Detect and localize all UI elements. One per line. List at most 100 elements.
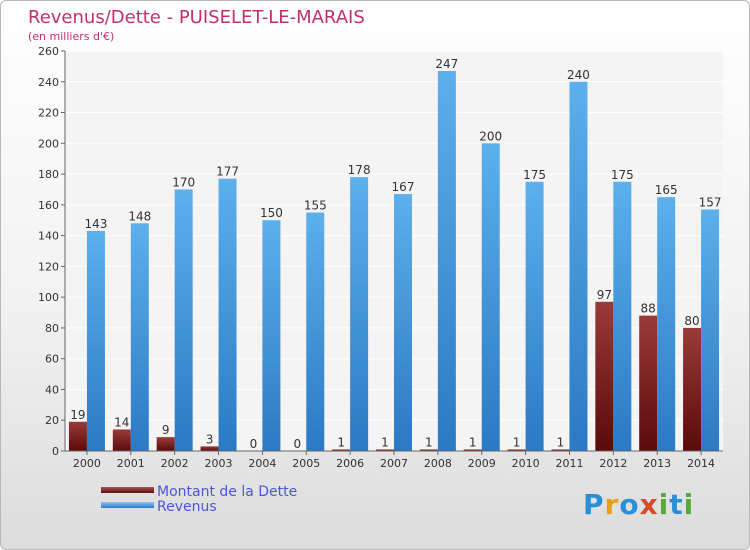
x-tick-label: 2014 — [687, 457, 715, 470]
x-tick-label: 2007 — [380, 457, 408, 470]
data-label-debt: 1 — [557, 435, 565, 449]
y-tick-label: 240 — [38, 76, 59, 89]
bar-debt — [595, 301, 614, 451]
logo-letter: i — [658, 488, 670, 521]
data-label-revenue: 148 — [128, 209, 151, 223]
data-label-debt: 1 — [469, 435, 477, 449]
y-tick-label: 180 — [38, 168, 59, 181]
x-tick-label: 2005 — [292, 457, 320, 470]
bar-debt — [68, 421, 87, 451]
data-label-revenue: 165 — [655, 183, 678, 197]
bar-revenue — [262, 220, 281, 451]
bar-revenue — [525, 181, 544, 451]
data-label-revenue: 155 — [304, 199, 327, 213]
data-label-revenue: 240 — [567, 68, 590, 82]
data-label-debt: 3 — [206, 432, 214, 446]
logo-letter: r — [604, 488, 620, 521]
y-tick-label: 0 — [52, 445, 59, 458]
data-label-debt: 9 — [162, 423, 170, 437]
logo-letter: o — [619, 488, 640, 521]
x-tick-label: 2000 — [73, 457, 101, 470]
legend-swatch-debt — [101, 487, 154, 493]
data-label-revenue: 247 — [435, 57, 458, 71]
data-label-debt: 0 — [250, 437, 258, 451]
y-tick-label: 260 — [38, 45, 59, 58]
bar-revenue — [569, 81, 588, 452]
logo-letter: x — [639, 488, 659, 521]
y-tick-label: 20 — [45, 414, 59, 427]
bar-revenue — [437, 71, 456, 451]
bar-revenue — [174, 189, 193, 451]
y-tick-label: 140 — [38, 230, 59, 243]
data-label-revenue: 200 — [479, 129, 502, 143]
data-label-revenue: 157 — [699, 195, 722, 209]
bar-revenue — [86, 231, 105, 451]
bar-debt — [463, 449, 482, 451]
legend-label-debt: Montant de la Dette — [157, 484, 298, 500]
legend-label-revenue: Revenus — [157, 499, 217, 515]
logo-letter: i — [683, 488, 695, 521]
data-label-debt: 80 — [684, 314, 699, 328]
x-tick-label: 2009 — [468, 457, 496, 470]
bar-revenue — [701, 209, 720, 451]
bar-debt — [332, 449, 351, 451]
data-label-revenue: 175 — [611, 168, 634, 182]
bar-revenue — [350, 177, 369, 451]
x-tick-label: 2001 — [117, 457, 145, 470]
data-label-debt: 19 — [70, 408, 85, 422]
x-tick-label: 2002 — [161, 457, 189, 470]
bar-revenue — [306, 212, 325, 451]
y-tick-label: 120 — [38, 260, 59, 273]
y-tick-label: 40 — [45, 383, 59, 396]
logo-letter: P — [583, 488, 605, 521]
data-label-revenue: 170 — [172, 175, 195, 189]
y-tick-label: 220 — [38, 107, 59, 120]
bar-debt — [419, 449, 438, 451]
bar-debt — [376, 449, 394, 451]
bar-debt — [200, 446, 219, 451]
data-label-debt: 14 — [114, 415, 129, 429]
bar-revenue — [481, 143, 500, 452]
bar-revenue — [394, 194, 412, 452]
data-label-revenue: 150 — [260, 206, 283, 220]
proxiti-logo: Proxiti — [583, 488, 694, 521]
x-tick-label: 2013 — [643, 457, 671, 470]
y-tick-label: 100 — [38, 291, 59, 304]
y-tick-label: 160 — [38, 199, 59, 212]
bar-revenue — [130, 223, 149, 451]
data-label-debt: 0 — [293, 437, 301, 451]
bar-revenue — [657, 197, 676, 451]
x-tick-label: 2011 — [555, 457, 583, 470]
data-label-debt: 1 — [337, 435, 345, 449]
bar-debt — [156, 437, 175, 451]
bar-revenue — [613, 181, 632, 451]
data-label-debt: 1 — [381, 435, 389, 449]
data-label-debt: 1 — [425, 435, 433, 449]
legend-swatch-revenue — [101, 502, 154, 508]
y-tick-label: 60 — [45, 353, 59, 366]
bar-debt — [112, 429, 131, 451]
x-tick-label: 2006 — [336, 457, 364, 470]
data-label-revenue: 175 — [523, 168, 546, 182]
chart-title: Revenus/Dette - PUISELET-LE-MARAIS — [28, 7, 365, 28]
x-tick-label: 2008 — [424, 457, 452, 470]
logo-letter: t — [669, 488, 684, 521]
bar-debt — [639, 315, 658, 451]
x-tick-label: 2012 — [599, 457, 627, 470]
y-tick-label: 200 — [38, 137, 59, 150]
data-label-debt: 88 — [641, 302, 656, 316]
bar-debt — [683, 327, 702, 451]
data-label-revenue: 143 — [84, 217, 107, 231]
x-tick-label: 2010 — [512, 457, 540, 470]
bar-revenue — [218, 178, 237, 451]
data-label-revenue: 178 — [348, 163, 371, 177]
data-label-revenue: 167 — [392, 180, 415, 194]
y-tick-label: 80 — [45, 322, 59, 335]
bar-debt — [507, 449, 526, 451]
chart-subtitle: (en milliers d'€) — [28, 30, 115, 43]
x-tick-label: 2003 — [205, 457, 233, 470]
data-label-debt: 97 — [597, 288, 612, 302]
x-tick-label: 2004 — [248, 457, 276, 470]
